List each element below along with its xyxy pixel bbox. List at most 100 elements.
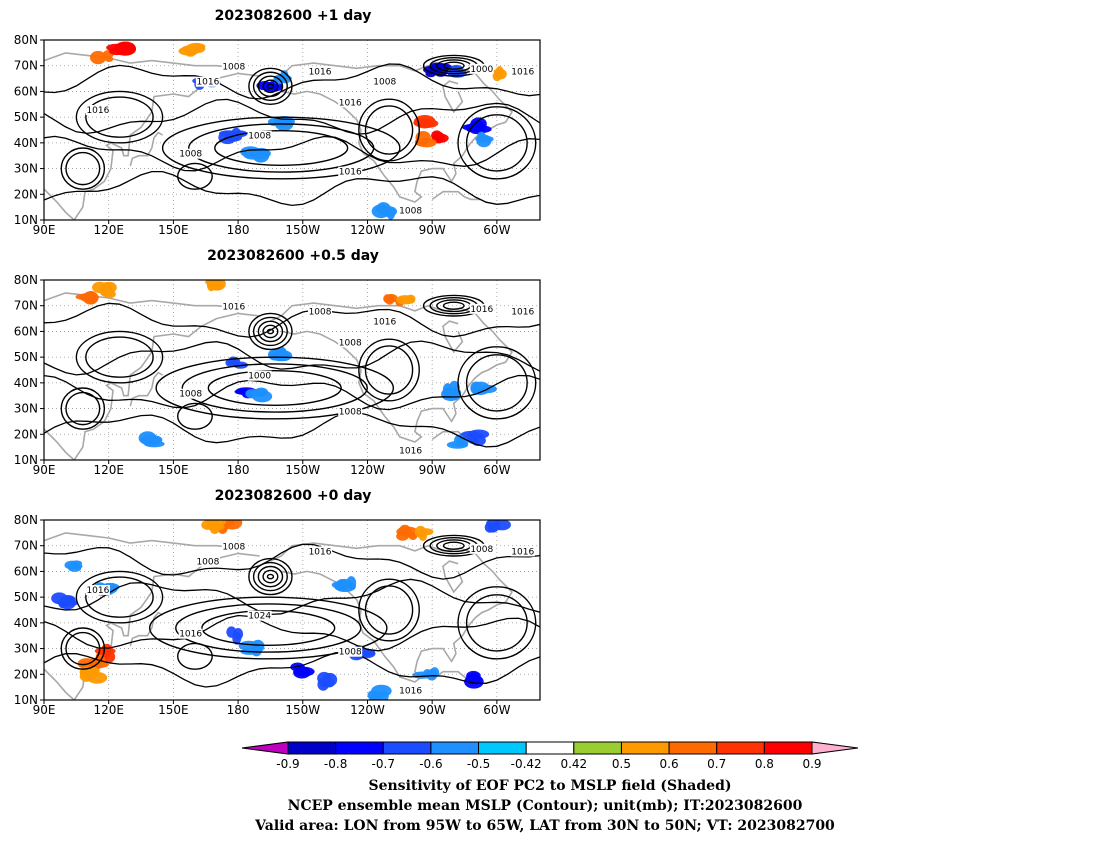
contour-label: 1016 xyxy=(85,585,110,596)
mslp-contour xyxy=(177,642,213,670)
mslp-contour xyxy=(207,370,342,406)
lat-tick-label: 30N xyxy=(14,642,38,656)
contour-label: 1016 xyxy=(510,306,535,317)
lat-tick-label: 60N xyxy=(14,84,38,98)
contour-label: 1008 xyxy=(221,61,246,72)
svg-text:1016: 1016 xyxy=(511,307,534,317)
coastline xyxy=(270,62,514,203)
lat-tick-label: 20N xyxy=(14,427,38,441)
colorbar-tick-label: -0.5 xyxy=(467,757,490,771)
mslp-contour xyxy=(214,130,349,166)
mslp-contour xyxy=(252,561,288,592)
mslp-contour xyxy=(248,312,293,351)
svg-text:1016: 1016 xyxy=(86,106,109,116)
colorbar-swatch xyxy=(573,741,622,755)
sensitivity-shade xyxy=(205,280,226,292)
coastline xyxy=(44,52,239,70)
lat-tick-label: 70N xyxy=(14,539,38,553)
lat-tick-label: 80N xyxy=(14,33,38,47)
mslp-contour xyxy=(457,346,537,420)
colorbar-max-arrow xyxy=(811,741,859,755)
sensitivity-shade xyxy=(51,592,79,610)
sensitivity-shade xyxy=(238,639,265,657)
contour-label: 1008 xyxy=(308,306,333,317)
mslp-contour xyxy=(44,578,540,616)
colorbar-tick-label: -0.8 xyxy=(324,757,347,771)
svg-text:1008: 1008 xyxy=(179,390,202,400)
contour-label: 1016 xyxy=(195,76,220,88)
coastline xyxy=(44,552,260,700)
svg-text:1008: 1008 xyxy=(399,206,422,216)
svg-text:1008: 1008 xyxy=(179,150,202,160)
sensitivity-shade xyxy=(92,281,117,299)
contour-label: 1016 xyxy=(338,166,363,178)
colorbar-tick-label: 0.8 xyxy=(755,757,774,771)
svg-text:1008: 1008 xyxy=(470,545,493,555)
colorbar-swatch xyxy=(430,741,480,755)
contour-label: 1000 xyxy=(469,63,494,75)
coastline xyxy=(442,560,464,594)
mslp-contour xyxy=(44,170,540,207)
coastline xyxy=(442,80,464,114)
colorbar-tick-label: 0.5 xyxy=(612,757,631,771)
coastline xyxy=(44,312,260,460)
lon-tick-label: 90E xyxy=(33,223,56,237)
mslp-contour xyxy=(442,541,465,550)
lat-tick-label: 70N xyxy=(14,299,38,313)
colorbar-tick-label: 0.9 xyxy=(802,757,821,771)
contour-label: 1016 xyxy=(398,685,423,696)
sensitivity-shade xyxy=(75,290,99,305)
sensitivity-shade xyxy=(367,684,392,700)
panel-title: 2023082600 +0 day xyxy=(215,488,372,504)
lon-tick-label: 120E xyxy=(93,223,124,237)
mslp-contour xyxy=(85,336,154,378)
svg-text:1008: 1008 xyxy=(373,78,396,88)
lon-tick-label: 150W xyxy=(285,223,320,237)
sensitivity-shade xyxy=(464,670,484,689)
lon-tick-label: 150E xyxy=(158,703,189,717)
mslp-contour xyxy=(60,147,106,190)
mslp-contour xyxy=(181,363,368,413)
svg-text:1016: 1016 xyxy=(511,67,534,77)
colorbar-swatch xyxy=(668,741,718,755)
colorbar-tick-label: -0.6 xyxy=(419,757,442,771)
colorbar-swatch xyxy=(525,741,575,755)
mslp-contour xyxy=(465,594,528,652)
mslp-contour xyxy=(85,96,154,138)
contour-label: 1016 xyxy=(338,97,363,108)
svg-text:1024: 1024 xyxy=(248,612,271,622)
lat-tick-label: 70N xyxy=(14,59,38,73)
mslp-contour xyxy=(358,338,420,402)
mslp-contour xyxy=(465,354,528,412)
sensitivity-shade xyxy=(106,41,137,56)
figure-caption: Sensitivity of EOF PC2 to MSLP field (Sh… xyxy=(254,778,835,834)
sensitivity-shade xyxy=(396,294,416,305)
map-plot-area: 1016 1008 1016 1008 1016 1024 1008 1016 1008 1016 xyxy=(44,520,540,700)
sensitivity-shade xyxy=(64,560,83,572)
svg-text:1016: 1016 xyxy=(399,686,422,696)
mslp-contour xyxy=(364,345,414,395)
contour-label: 1016 xyxy=(510,66,535,77)
coastline xyxy=(129,371,164,407)
lat-tick-label: 50N xyxy=(14,590,38,604)
mslp-contour xyxy=(60,387,106,430)
lon-tick-label: 150W xyxy=(285,463,320,477)
colorbar-tick-label: -0.9 xyxy=(276,757,299,771)
sensitivity-shade xyxy=(475,131,494,148)
sensitivity-shade xyxy=(412,667,440,681)
contour-label: 1008 xyxy=(338,337,363,348)
lat-tick-label: 20N xyxy=(14,187,38,201)
colorbar-swatch xyxy=(716,741,765,755)
contour-label: 1016 xyxy=(308,546,333,557)
lon-tick-label: 180 xyxy=(227,223,250,237)
lon-tick-label: 120W xyxy=(350,703,385,717)
svg-text:1008: 1008 xyxy=(339,408,362,418)
mslp-contour xyxy=(457,106,537,180)
mslp-contour xyxy=(266,83,275,90)
mslp-contour xyxy=(44,302,540,338)
colorbar-tick-label: -0.7 xyxy=(372,757,395,771)
lon-tick-label: 120E xyxy=(93,703,124,717)
